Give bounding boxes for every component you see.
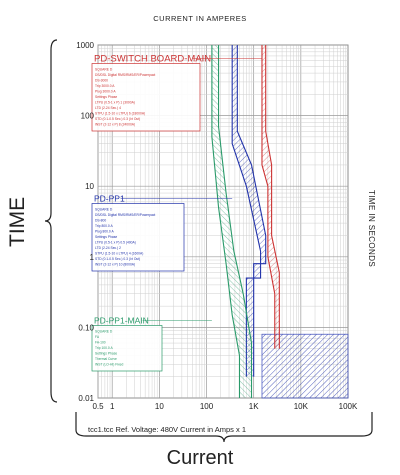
device-setting-1-5: Settings Phase: [95, 235, 117, 239]
device-setting-2-1: FA: [95, 335, 100, 339]
series-band-1: [232, 45, 266, 377]
device-setting-1-1: DS/DSL Digital RMS/RMS/ER/Powerpact: [95, 213, 155, 217]
y-tick-label-2: 10: [85, 182, 94, 191]
x-tick-label-1: 1: [110, 402, 115, 411]
device-setting-1-0: SQUARE D: [95, 208, 113, 212]
x-axis-title: Current: [166, 447, 234, 469]
device-label-0: PD-SWITCH BOARD-MAIN: [94, 54, 211, 65]
x-tick-label-5: 10K: [294, 402, 309, 411]
series-curve-min-2: [211, 45, 241, 398]
device-setting-0-6: LTPU (0.5-1 x P) 1 (3000A): [95, 101, 135, 105]
device-box-2: [91, 325, 163, 372]
device-setting-1-2: DS-800: [95, 219, 106, 223]
device-setting-1-8: STPU (1.5-10 x LTPU) 4 (1600A): [95, 252, 143, 256]
y-tick-label-4: 0.10: [78, 323, 94, 332]
x-tick-label-6: 100K: [339, 402, 358, 411]
device-setting-2-4: Settings Phase: [95, 352, 117, 356]
y-tick-label-1: 100: [81, 112, 95, 121]
series-curve-min-0: [261, 45, 276, 349]
device-setting-0-10: INST (2-12 x P) 8 (24000A): [95, 123, 135, 127]
y-tick-label-3: 1: [90, 253, 95, 262]
device-setting-2-6: INST (LO-HI) Fixed: [95, 363, 123, 367]
series-curve-max-1: [236, 45, 267, 377]
series-band-2: [211, 45, 252, 398]
device-setting-1-6: LTPU (0.5-1 x P) 0.5 (400A): [95, 241, 136, 245]
x-brace-ends: [75, 412, 373, 430]
x-tick-label-4: 1K: [249, 402, 259, 411]
series-curve-max-0: [265, 45, 280, 349]
device-setting-1-7: LTD (2-24 Sec.) 2: [95, 246, 121, 250]
footer-text: tcc1.tcc Ref. Voltage: 480V Current in A…: [88, 425, 246, 434]
device-setting-0-5: Settings Phase: [95, 95, 117, 99]
device-setting-2-2: FA-100: [95, 341, 106, 345]
device-setting-1-3: Trip 800.0 A: [95, 224, 113, 228]
x-tick-label-3: 100: [200, 402, 214, 411]
series-curve-min-1: [231, 45, 262, 377]
device-setting-1-10: INST (2-12 x P) 10 (8000A): [95, 263, 135, 267]
series-band-0: [261, 45, 280, 349]
device-box-0: [91, 63, 201, 132]
device-box-1: [91, 203, 185, 272]
axis-layer: 0.5 1 10 100 1K 10K 100K 1000 100 10 1 0.10 0.01: [44, 39, 373, 443]
series-curve-max-2: [218, 45, 253, 398]
y-tick-label-0: 1000: [76, 41, 94, 50]
device-setting-0-7: LTD (2-24 Sec.) 4: [95, 106, 121, 110]
device-setting-0-8: STPU (1.5-10 x LTPU) 6 (18000A): [95, 112, 145, 116]
device-setting-2-3: Trip 100.0 A: [95, 346, 113, 350]
series-layer: [211, 45, 280, 398]
device-setting-1-4: Plug 800.0 A: [95, 230, 114, 234]
x-tick-label-0: 0.5: [92, 402, 104, 411]
device-setting-0-1: DS/DSL Digital RMS/RMS/ER/Powerpact: [95, 73, 155, 77]
device-setting-1-9: STD (0.1-0.5 Sec.) 0.3 (I²t Out): [95, 257, 140, 261]
device-setting-0-4: Plug 3000.0 A: [95, 90, 116, 94]
device-setting-0-3: Trip 3000.0 A: [95, 84, 115, 88]
y-axis-brace: [44, 39, 58, 403]
x-axis-brace: [75, 429, 373, 443]
device-setting-0-2: DS-3000: [95, 79, 108, 83]
device-setting-2-5: Thermal Curve: [95, 357, 117, 361]
device-setting-0-0: SQUARE D: [95, 68, 113, 72]
device-label-1: PD-PP1: [94, 194, 125, 204]
device-setting-0-9: STD (0.1-0.5 Sec.) 0.3 (I²t Out): [95, 117, 140, 121]
x-tick-label-2: 10: [155, 402, 164, 411]
page-title: CURRENT IN AMPERES: [153, 14, 247, 23]
y-tick-label-5: 0.01: [78, 394, 94, 403]
device-setting-2-0: SQUARE D: [95, 330, 113, 334]
device-label-2: PD-PP1-MAIN: [94, 316, 149, 326]
